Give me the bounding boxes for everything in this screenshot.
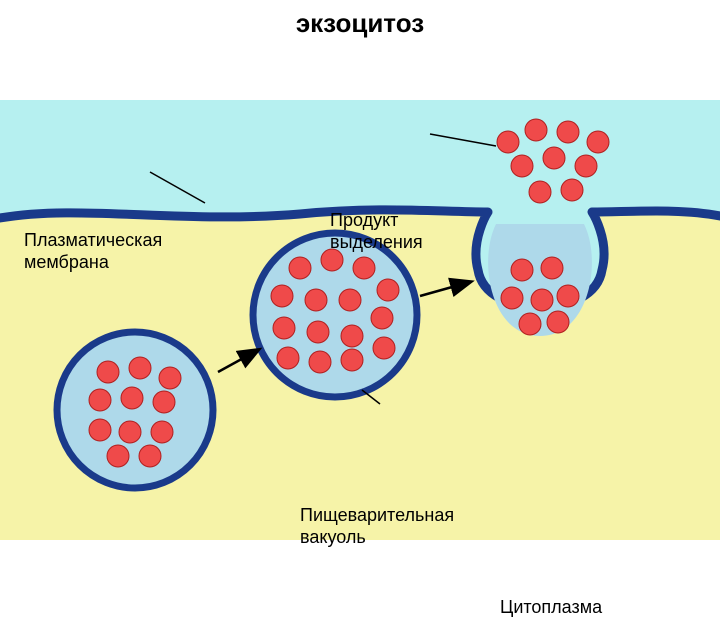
particle-icon bbox=[121, 387, 143, 409]
particle-icon bbox=[547, 311, 569, 333]
particle-icon bbox=[339, 289, 361, 311]
particle-icon bbox=[373, 337, 395, 359]
particle-icon bbox=[129, 357, 151, 379]
particle-icon bbox=[575, 155, 597, 177]
particle-icon bbox=[151, 421, 173, 443]
particle-icon bbox=[511, 259, 533, 281]
particle-icon bbox=[525, 119, 547, 141]
diagram-container: Плазматическаямембрана Продуктвыделения … bbox=[0, 100, 720, 540]
particle-icon bbox=[307, 321, 329, 343]
particle-icon bbox=[341, 349, 363, 371]
particle-icon bbox=[531, 289, 553, 311]
particle-icon bbox=[497, 131, 519, 153]
particle-icon bbox=[119, 421, 141, 443]
particle-icon bbox=[97, 361, 119, 383]
particle-icon bbox=[557, 121, 579, 143]
label-secretion-product: Продуктвыделения bbox=[330, 210, 490, 253]
label-digestive-vacuole: Пищеварительнаявакуоль bbox=[300, 505, 520, 548]
particle-icon bbox=[561, 179, 583, 201]
particle-icon bbox=[511, 155, 533, 177]
particle-icon bbox=[271, 285, 293, 307]
vesicle-1 bbox=[57, 332, 213, 488]
particle-icon bbox=[543, 147, 565, 169]
diagram-title: экзоцитоз bbox=[0, 8, 720, 39]
particle-icon bbox=[289, 257, 311, 279]
particle-icon bbox=[273, 317, 295, 339]
label-cytoplasm: Цитоплазма bbox=[500, 597, 700, 619]
particle-icon bbox=[557, 285, 579, 307]
particle-icon bbox=[139, 445, 161, 467]
particle-icon bbox=[541, 257, 563, 279]
particle-icon bbox=[501, 287, 523, 309]
exocytosis-svg bbox=[0, 100, 720, 540]
particle-icon bbox=[529, 181, 551, 203]
particle-icon bbox=[89, 419, 111, 441]
particle-icon bbox=[371, 307, 393, 329]
particle-icon bbox=[587, 131, 609, 153]
particle-icon bbox=[377, 279, 399, 301]
particle-icon bbox=[519, 313, 541, 335]
particle-icon bbox=[341, 325, 363, 347]
particle-icon bbox=[309, 351, 331, 373]
particle-icon bbox=[89, 389, 111, 411]
particle-icon bbox=[353, 257, 375, 279]
particle-icon bbox=[305, 289, 327, 311]
particle-icon bbox=[107, 445, 129, 467]
label-plasma-membrane: Плазматическаямембрана bbox=[24, 230, 224, 273]
particle-icon bbox=[277, 347, 299, 369]
particle-icon bbox=[153, 391, 175, 413]
particle-icon bbox=[159, 367, 181, 389]
